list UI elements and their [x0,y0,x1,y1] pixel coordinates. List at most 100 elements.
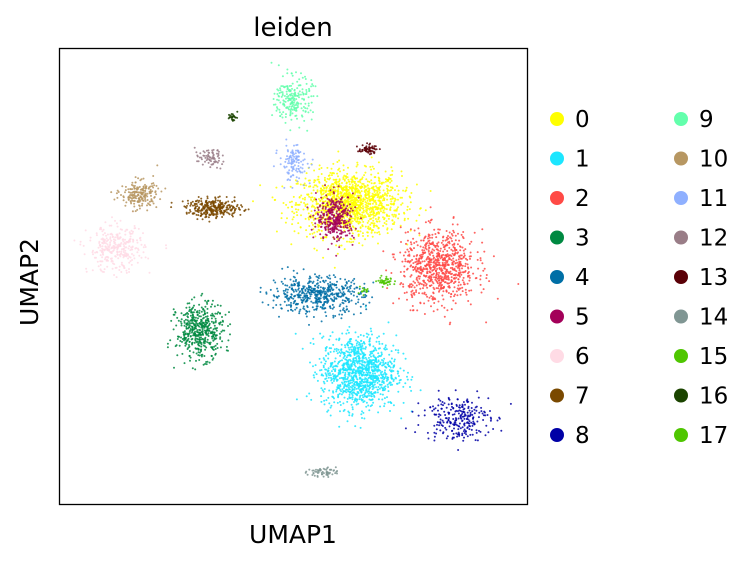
cluster-0-point [310,192,313,195]
cluster-2-point [424,264,427,267]
cluster-2-point [412,309,414,312]
cluster-2-point [427,279,429,282]
cluster-3-point [204,340,207,343]
cluster-0-point [372,211,375,214]
cluster-0-point [355,197,357,200]
cluster-0-point [394,189,396,192]
cluster-6-point [102,233,105,236]
cluster-2-point [479,274,482,277]
cluster-0-point [308,185,310,188]
cluster-2-point [445,290,448,293]
cluster-1-point [339,354,342,357]
cluster-4-point [283,293,286,296]
cluster-2-point [448,246,451,249]
cluster-1-point [342,364,345,366]
cluster-5-point [347,229,350,232]
cluster-1-point [319,332,322,335]
cluster-2-point [455,248,458,251]
cluster-2-point [463,252,466,255]
cluster-4-point [308,291,311,294]
cluster-2-point [456,223,459,226]
cluster-3-point [218,332,221,335]
cluster-1-point [357,335,360,338]
cluster-2-point [461,279,464,282]
cluster-4-point [308,323,310,326]
cluster-2-point [480,291,483,294]
cluster-2-point [458,239,461,242]
cluster-1-point [392,380,395,382]
cluster-2-point [492,255,495,258]
cluster-6-point [117,257,120,260]
cluster-1-point [368,340,371,343]
cluster-4-point [274,281,277,284]
cluster-3-point [221,340,224,343]
cluster-3-point [180,336,182,339]
cluster-0-point [322,239,324,242]
cluster-3-point [196,329,199,332]
cluster-3-point [202,322,205,325]
cluster-0-point [360,186,362,189]
cluster-6-point [100,228,103,231]
cluster-0-point [362,183,365,185]
cluster-0-point [378,233,381,236]
cluster-0-point [358,194,361,197]
cluster-4-point [351,290,354,293]
cluster-4-point [347,280,350,282]
cluster-1-point [374,365,377,368]
cluster-0-point [320,209,323,212]
cluster-3-point [210,320,213,323]
cluster-0-point [391,169,394,172]
cluster-1-point [377,365,380,368]
cluster-2-point [473,231,476,234]
cluster-1-point [345,385,348,388]
cluster-1-point [336,401,339,404]
cluster-1-point [310,398,313,401]
cluster-6-point [136,239,138,242]
cluster-4-point [290,293,293,296]
cluster-1-point [355,370,357,373]
cluster-1-point [371,352,374,355]
cluster-2-point [460,273,463,276]
cluster-4-point [365,308,368,311]
cluster-1-point [353,350,356,353]
cluster-1-point [376,370,379,373]
cluster-0-point [377,218,380,221]
cluster-0-point [314,207,317,210]
cluster-2-point [461,286,464,289]
cluster-2-point [457,251,459,254]
cluster-2-point [419,265,422,268]
cluster-1-point [345,332,348,335]
cluster-1-point [294,332,297,335]
cluster-4-point [326,301,329,304]
cluster-3-point [202,324,205,327]
cluster-5-point [354,227,357,230]
cluster-1-point [370,375,373,378]
cluster-4-point [287,299,290,302]
cluster-4-point [277,295,280,298]
cluster-1-point [362,371,365,374]
cluster-1-point [377,411,380,414]
cluster-1-point [361,394,364,397]
cluster-6-point [108,224,111,227]
cluster-4-point [336,280,338,283]
cluster-1-point [409,386,411,388]
cluster-0-point [304,196,306,199]
cluster-2-point [415,278,418,281]
cluster-5-point [322,213,325,215]
cluster-0-point [310,198,313,201]
cluster-0-point [408,208,411,211]
cluster-4-point [355,286,358,289]
cluster-0-point [299,226,302,229]
cluster-0-point [342,164,345,167]
cluster-0-point [316,185,319,188]
cluster-1-point [358,374,361,376]
cluster-6-point [131,253,133,255]
cluster-1-point [336,352,339,355]
cluster-2-point [483,250,486,253]
cluster-5-point [320,225,323,228]
cluster-4-point [338,313,341,316]
cluster-5-point [332,219,335,222]
cluster-0-point [346,192,349,195]
cluster-5-point [334,221,337,224]
cluster-0-point [357,216,359,219]
